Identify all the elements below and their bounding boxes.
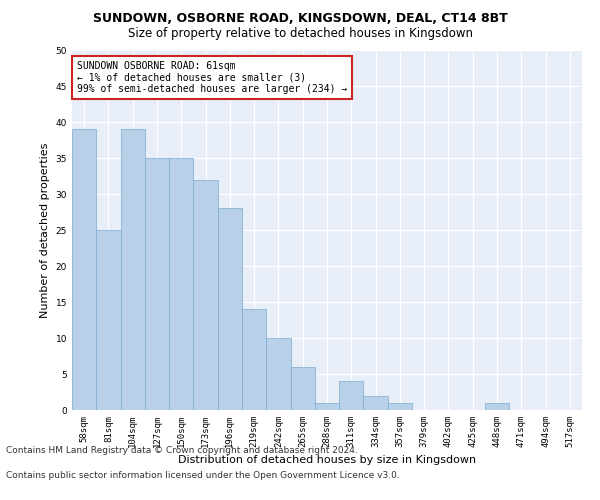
- Text: Contains HM Land Registry data © Crown copyright and database right 2024.: Contains HM Land Registry data © Crown c…: [6, 446, 358, 455]
- Bar: [242, 309, 266, 410]
- Bar: [388, 403, 412, 410]
- Bar: [485, 403, 509, 410]
- Bar: [72, 129, 96, 410]
- Bar: [290, 367, 315, 410]
- Bar: [121, 129, 145, 410]
- Bar: [218, 208, 242, 410]
- Bar: [315, 403, 339, 410]
- Bar: [364, 396, 388, 410]
- Bar: [96, 230, 121, 410]
- Text: SUNDOWN OSBORNE ROAD: 61sqm
← 1% of detached houses are smaller (3)
99% of semi-: SUNDOWN OSBORNE ROAD: 61sqm ← 1% of deta…: [77, 61, 347, 94]
- Bar: [339, 381, 364, 410]
- Text: Contains public sector information licensed under the Open Government Licence v3: Contains public sector information licen…: [6, 471, 400, 480]
- Y-axis label: Number of detached properties: Number of detached properties: [40, 142, 50, 318]
- Bar: [266, 338, 290, 410]
- Bar: [145, 158, 169, 410]
- Text: SUNDOWN, OSBORNE ROAD, KINGSDOWN, DEAL, CT14 8BT: SUNDOWN, OSBORNE ROAD, KINGSDOWN, DEAL, …: [92, 12, 508, 26]
- X-axis label: Distribution of detached houses by size in Kingsdown: Distribution of detached houses by size …: [178, 456, 476, 466]
- Bar: [193, 180, 218, 410]
- Text: Size of property relative to detached houses in Kingsdown: Size of property relative to detached ho…: [128, 28, 473, 40]
- Bar: [169, 158, 193, 410]
